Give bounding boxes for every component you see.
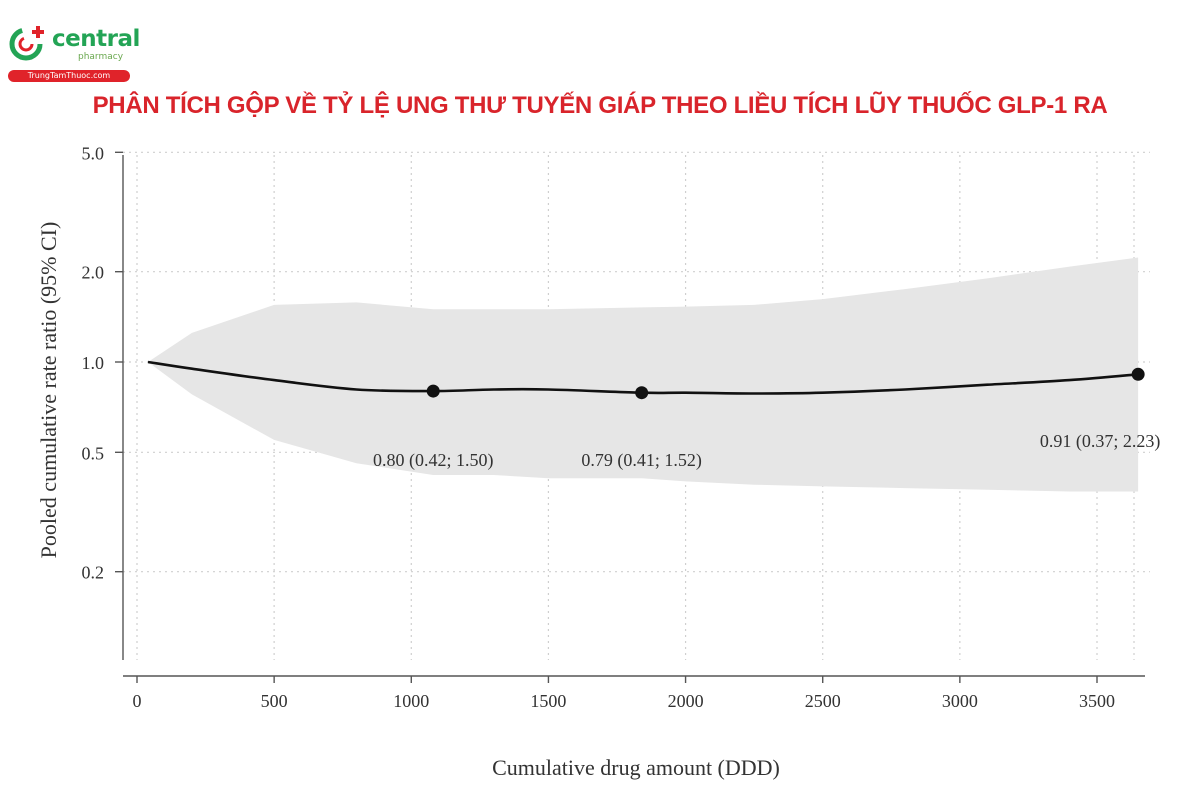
- point-ci-label: 0.79 (0.41; 1.52): [581, 450, 702, 471]
- y-tick-label: 0.5: [82, 443, 105, 463]
- brand-url: TrungTamThuoc.com: [8, 70, 130, 82]
- point-ci-label: 0.91 (0.37; 2.23): [1040, 431, 1161, 452]
- data-points: 0.80 (0.42; 1.50) 0.79 (0.41; 1.52) 0.91 (…: [373, 367, 1161, 471]
- y-tick-label: 1.0: [82, 353, 105, 373]
- x-tick-label: 1000: [393, 691, 429, 711]
- pharmacy-cross-icon: [9, 26, 44, 61]
- x-tick-label: 1500: [530, 691, 566, 711]
- x-axis-title: Cumulative drug amount (DDD): [492, 755, 780, 780]
- confidence-band: [148, 257, 1139, 492]
- brand-tagline: pharmacy: [78, 52, 124, 62]
- axes: [122, 155, 1145, 677]
- data-point: [1131, 367, 1145, 381]
- x-tick-label: 3500: [1079, 691, 1115, 711]
- brand-name: central: [52, 26, 140, 52]
- tick-labels: 5.0 2.0 1.0 0.5 0.2 0 500 1000 1500 2000 2500 3000 3…: [82, 143, 1116, 711]
- brand-logo: central pharmacy TrungTamThuoc.com: [6, 22, 140, 82]
- x-tick-label: 2000: [668, 691, 704, 711]
- data-point: [635, 386, 649, 400]
- x-tick-label: 3000: [942, 691, 978, 711]
- x-tick-label: 2500: [805, 691, 841, 711]
- point-ci-label: 0.80 (0.42; 1.50): [373, 450, 494, 471]
- y-tick-label: 2.0: [82, 263, 105, 283]
- y-tick-label: 0.2: [82, 563, 105, 583]
- y-axis-title: Pooled cumulative rate ratio (95% CI): [36, 222, 61, 559]
- x-tick-label: 500: [261, 691, 288, 711]
- y-tick-label: 5.0: [82, 143, 105, 163]
- x-tick-label: 0: [133, 691, 142, 711]
- page-title: PHÂN TÍCH GỘP VỀ TỶ LỆ UNG THƯ TUYẾN GIÁ…: [92, 92, 1108, 119]
- data-point: [426, 384, 440, 398]
